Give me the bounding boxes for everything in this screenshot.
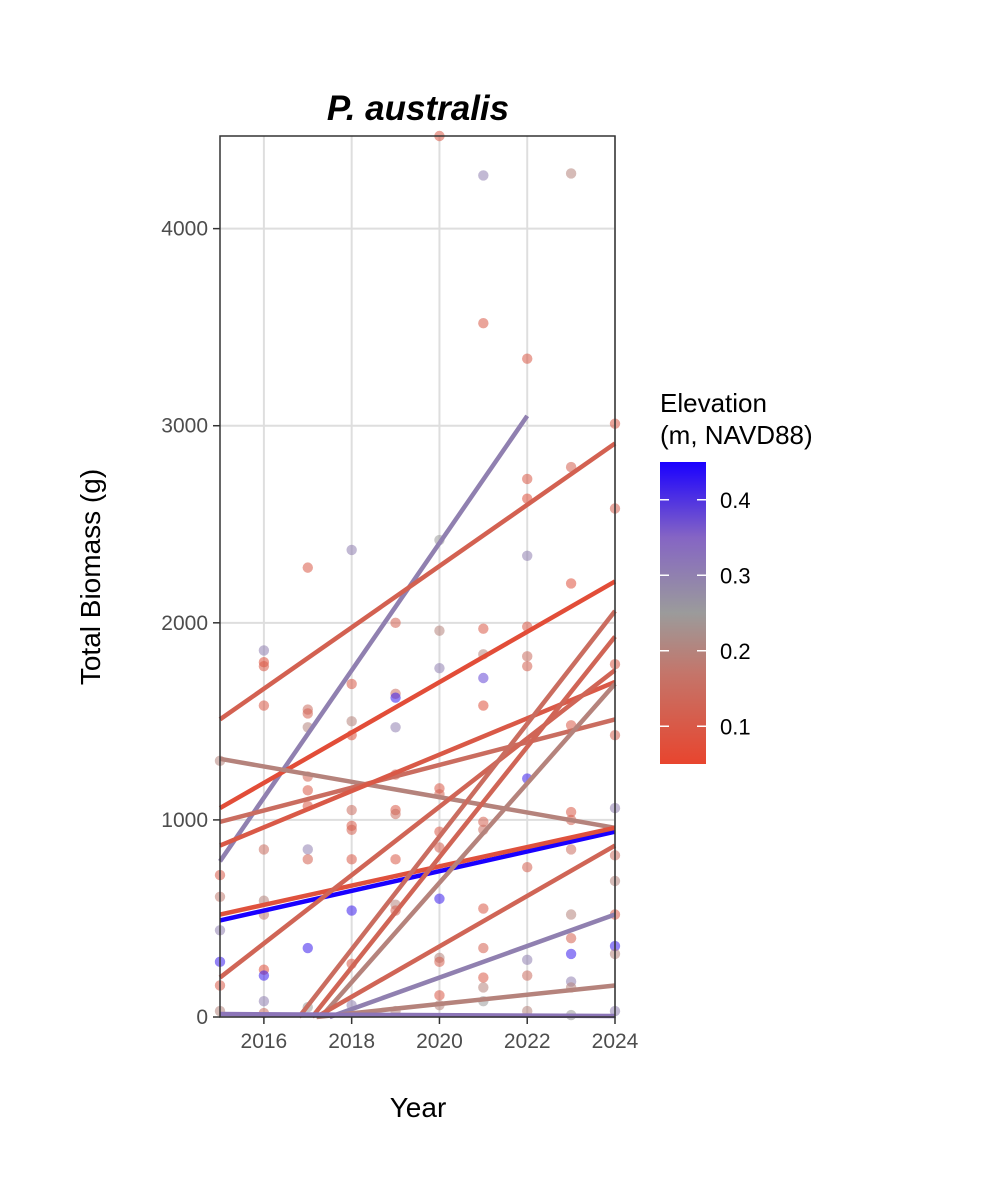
data-point bbox=[390, 854, 401, 865]
legend-tick-label: 0.3 bbox=[720, 563, 751, 588]
data-point bbox=[478, 170, 489, 181]
x-tick-label: 2022 bbox=[504, 1030, 551, 1053]
legend-title-line-1: Elevation bbox=[660, 388, 767, 418]
data-point bbox=[565, 578, 577, 589]
data-point bbox=[346, 824, 357, 835]
trend-line bbox=[218, 441, 617, 722]
y-axis-label: Total Biomass (g) bbox=[75, 469, 106, 685]
x-tick-label: 2024 bbox=[592, 1030, 639, 1053]
data-point bbox=[565, 909, 577, 920]
trend-line bbox=[219, 825, 616, 917]
panel-border bbox=[219, 135, 616, 1018]
data-point bbox=[478, 982, 489, 993]
data-point bbox=[434, 893, 445, 904]
data-point bbox=[478, 903, 489, 914]
chart-title: P. australis bbox=[327, 89, 509, 128]
data-point bbox=[522, 550, 533, 562]
data-point bbox=[390, 692, 401, 703]
legend-tick-label: 0.2 bbox=[720, 639, 751, 664]
data-point bbox=[302, 942, 313, 954]
line-layer bbox=[218, 414, 617, 1020]
legend-tick-label: 0.4 bbox=[720, 488, 751, 513]
data-point bbox=[346, 716, 357, 727]
data-point bbox=[478, 816, 489, 828]
trend-line bbox=[219, 1011, 616, 1019]
data-point bbox=[565, 932, 577, 944]
data-point bbox=[522, 651, 533, 662]
data-point bbox=[522, 862, 533, 873]
data-point bbox=[434, 956, 445, 968]
data-point bbox=[434, 625, 445, 636]
trend-line bbox=[315, 843, 617, 1019]
data-point bbox=[565, 168, 577, 179]
axis-layer: 2016 2018 2020 2022 2024 0 1000 2000 3000 4000 bbox=[161, 218, 638, 1053]
data-point bbox=[478, 623, 489, 634]
data-point bbox=[302, 785, 313, 796]
data-point bbox=[565, 844, 577, 855]
trend-line bbox=[219, 829, 616, 923]
legend-title-line-2: (m, NAVD88) bbox=[660, 420, 813, 450]
y-tick-label: 3000 bbox=[161, 415, 208, 438]
data-point bbox=[258, 996, 270, 1007]
y-tick-label: 4000 bbox=[161, 218, 208, 241]
data-point bbox=[346, 544, 357, 556]
data-point bbox=[522, 473, 533, 485]
trend-line bbox=[218, 414, 530, 863]
y-tick-label: 2000 bbox=[161, 612, 208, 635]
data-point bbox=[522, 954, 533, 966]
data-point bbox=[346, 854, 357, 865]
trend-line bbox=[319, 682, 617, 1019]
trend-line bbox=[219, 717, 616, 825]
trend-line bbox=[219, 756, 616, 831]
data-point bbox=[302, 562, 313, 573]
data-point bbox=[258, 700, 270, 711]
legend-colorbar bbox=[660, 462, 706, 764]
data-point bbox=[522, 970, 533, 981]
trend-line bbox=[297, 609, 617, 1019]
trend-line bbox=[316, 983, 616, 1020]
x-axis-label: Year bbox=[390, 1092, 447, 1123]
y-tick-label: 0 bbox=[196, 1006, 208, 1029]
legend: Elevation (m, NAVD88) 0.4 0.3 0.2 0.1 bbox=[660, 388, 813, 764]
legend-tick-label: 0.1 bbox=[720, 714, 751, 739]
y-tick-label: 1000 bbox=[161, 809, 208, 832]
data-point bbox=[478, 700, 489, 711]
data-point bbox=[478, 318, 489, 329]
data-point bbox=[478, 672, 489, 684]
data-point bbox=[434, 990, 445, 1001]
data-point bbox=[390, 617, 401, 629]
data-point bbox=[478, 942, 489, 954]
trend-line bbox=[219, 679, 616, 848]
x-tick-label: 2018 bbox=[328, 1030, 375, 1053]
data-point bbox=[434, 842, 445, 853]
data-point bbox=[258, 660, 270, 672]
data-point bbox=[390, 808, 401, 820]
legend-ticks: 0.4 0.3 0.2 0.1 bbox=[660, 488, 751, 739]
data-point bbox=[522, 660, 533, 672]
data-point bbox=[565, 806, 577, 818]
data-point bbox=[302, 854, 313, 865]
data-point bbox=[302, 844, 313, 855]
data-point bbox=[346, 905, 357, 916]
trend-line bbox=[328, 912, 616, 1020]
data-point bbox=[390, 722, 401, 733]
data-point bbox=[258, 844, 270, 855]
data-point bbox=[346, 678, 357, 690]
data-point bbox=[346, 804, 357, 816]
data-point bbox=[565, 948, 577, 960]
data-point bbox=[522, 353, 533, 364]
trend-line bbox=[310, 635, 617, 1019]
data-point bbox=[258, 970, 270, 981]
x-tick-label: 2020 bbox=[416, 1030, 463, 1053]
data-point bbox=[434, 662, 445, 674]
data-point bbox=[302, 708, 313, 719]
data-point bbox=[258, 645, 270, 656]
data-point bbox=[478, 972, 489, 983]
x-tick-label: 2016 bbox=[241, 1030, 288, 1053]
